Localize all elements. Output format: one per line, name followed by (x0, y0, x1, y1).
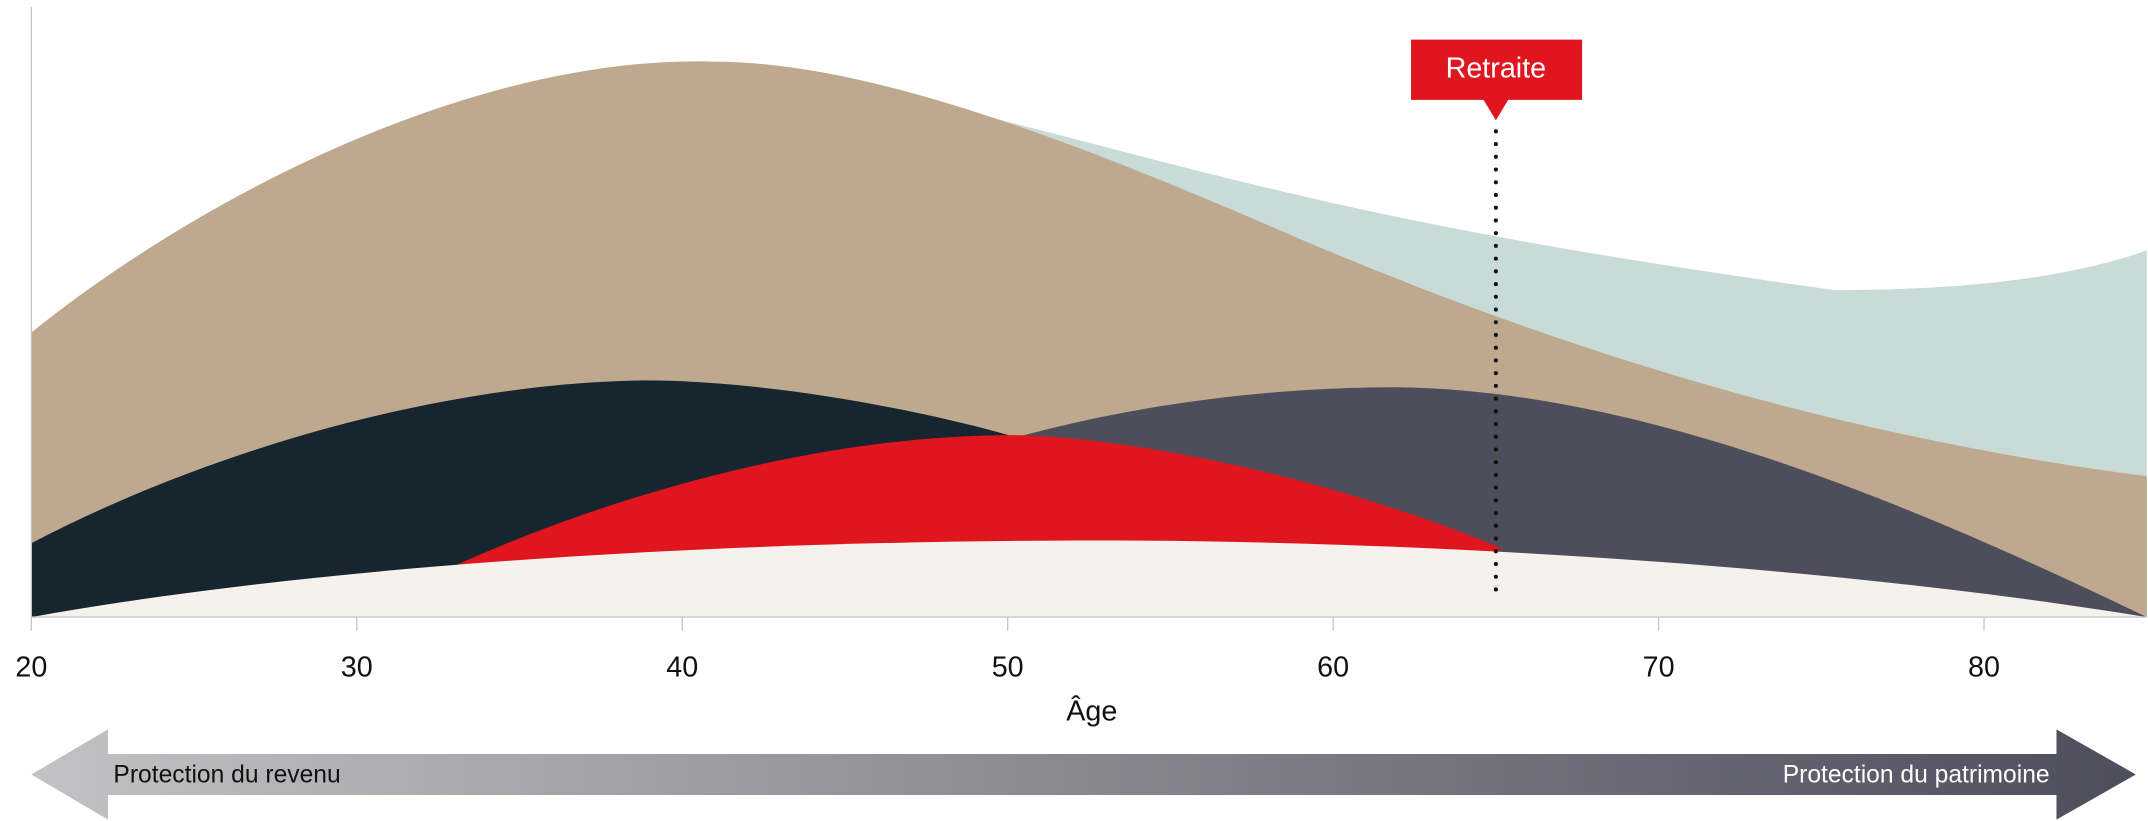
x-tick-label: 80 (1968, 652, 2000, 684)
area-base (31, 540, 2147, 618)
arrow-left-label: Protection du revenu (113, 761, 340, 788)
arrow-right-label: Protection du patrimoine (1783, 761, 2050, 788)
x-tick-label: 70 (1643, 652, 1675, 684)
retirement-badge (1411, 39, 1583, 121)
x-axis-label: Âge (1066, 694, 1117, 727)
x-tick-label: 30 (341, 652, 373, 684)
x-tick-label: 50 (992, 652, 1024, 684)
x-tick-label: 60 (1317, 652, 1349, 684)
retirement-label: Retraite (1446, 52, 1547, 84)
bottom-arrow (31, 729, 2136, 820)
x-tick-label: 20 (15, 652, 47, 684)
x-tick-label: 40 (666, 652, 698, 684)
